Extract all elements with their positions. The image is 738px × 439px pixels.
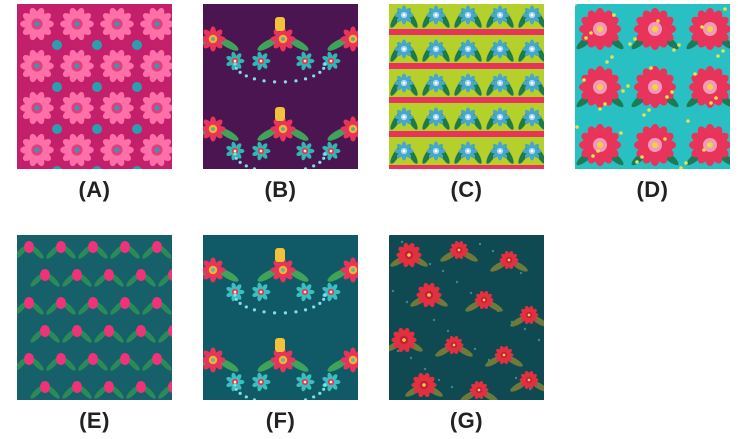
peony-icon (389, 235, 544, 400)
pattern-tile-e (17, 235, 172, 400)
rose-icon (575, 4, 730, 169)
pattern-label-a: (A) (78, 177, 111, 202)
pattern-tile-c (389, 4, 544, 169)
pattern-label-b: (B) (264, 177, 297, 202)
pattern-label-d: (D) (636, 177, 669, 202)
pattern-tile-d (575, 4, 730, 169)
pattern-tile-f (203, 235, 358, 400)
medallion-icon (17, 4, 172, 169)
pattern-label-f: (F) (265, 408, 296, 433)
scattered-bud-icon (17, 235, 172, 400)
pattern-tile-b (203, 4, 358, 169)
pattern-tile-a (17, 4, 172, 169)
pattern-label-e: (E) (79, 408, 110, 433)
pattern-label-g: (G) (449, 408, 484, 433)
folk-bouquet-icon (203, 4, 358, 169)
tulip-border-icon (389, 4, 544, 169)
folk-bouquet-icon (203, 235, 358, 400)
pattern-tile-g (389, 235, 544, 400)
pattern-label-c: (C) (450, 177, 483, 202)
